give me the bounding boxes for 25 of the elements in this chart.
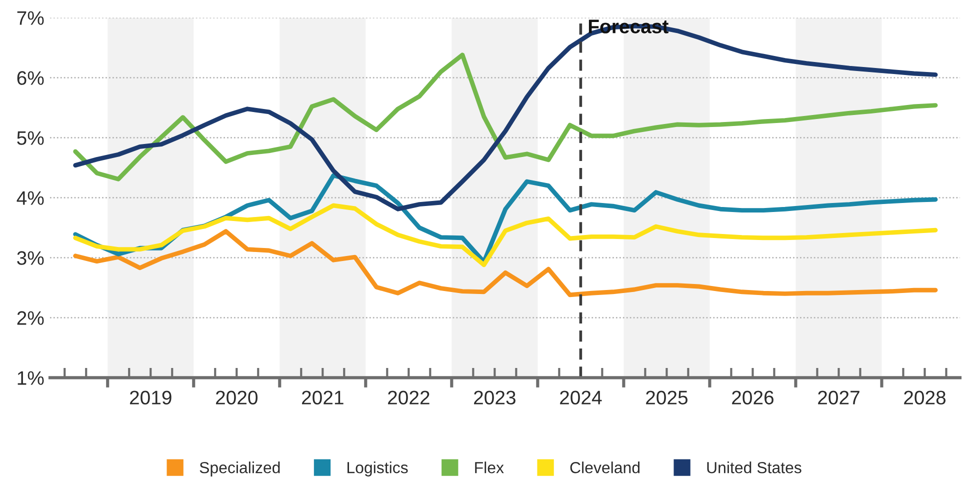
legend-label: United States: [707, 462, 802, 474]
y-tick-label: 2%: [17, 311, 44, 325]
line-series: [73, 203, 938, 268]
x-tick-label: 2023: [474, 390, 516, 404]
y-tick-label: 4%: [16, 191, 44, 205]
legend-label: Cleveland: [570, 462, 640, 474]
legend-label: Flex: [475, 462, 504, 474]
line-series: [73, 229, 938, 298]
y-tick-label: 5%: [17, 131, 44, 145]
legend-label: Specialized: [200, 462, 280, 476]
x-tick-label: 2021: [302, 390, 344, 404]
x-tick-label: 2025: [646, 390, 688, 404]
x-tick-label: 2026: [732, 390, 774, 404]
line-series: [73, 52, 938, 182]
y-tick-label: 7%: [17, 11, 44, 25]
legend-label: Logistics: [348, 462, 408, 476]
x-tick-label: 2020: [216, 390, 258, 404]
x-tick-label: 2028: [904, 390, 946, 404]
x-tick-label: 2022: [388, 390, 430, 404]
x-tick-label: 2027: [818, 390, 860, 404]
y-tick-label: 1%: [18, 371, 44, 385]
x-tick-label: 2024: [560, 390, 602, 404]
y-tick-label: 6%: [17, 71, 44, 85]
x-tick-label: 2019: [130, 390, 172, 404]
y-tick-label: 3%: [17, 251, 44, 265]
